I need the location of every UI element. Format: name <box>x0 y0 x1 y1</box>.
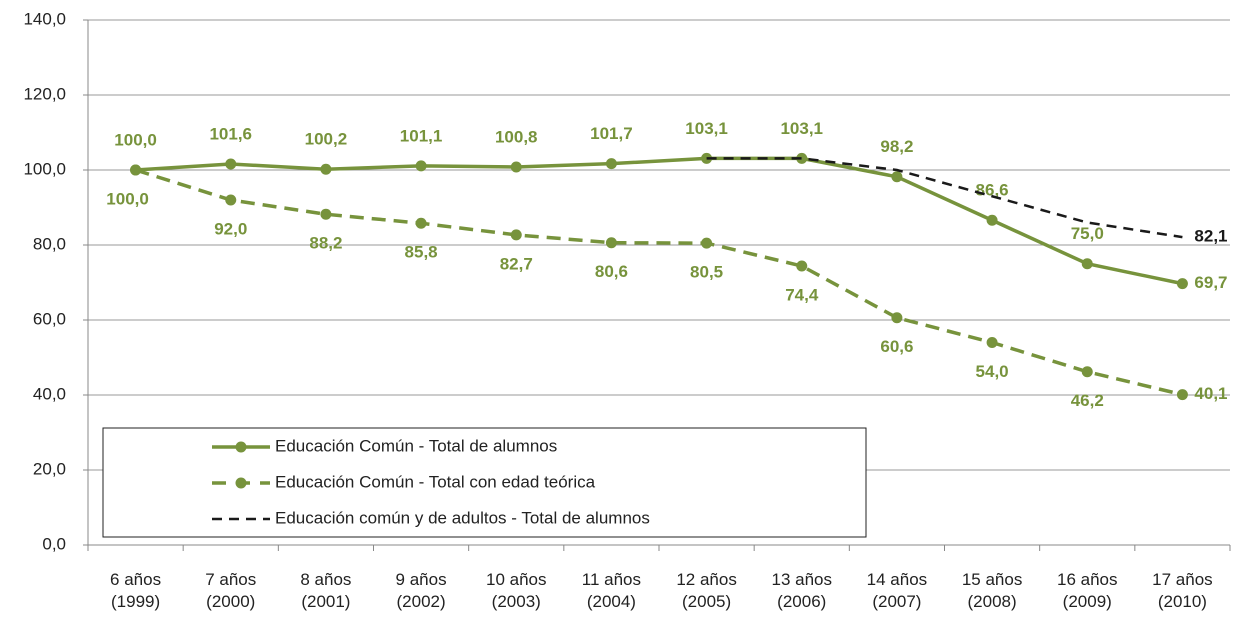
data-label: 100,0 <box>106 189 149 208</box>
x-tick-label: 8 años (2001) <box>300 570 352 611</box>
y-tick-label: 60,0 <box>33 309 66 328</box>
point <box>510 229 522 241</box>
point <box>986 337 998 348</box>
data-label: 75,0 <box>1071 224 1104 243</box>
point <box>605 237 617 249</box>
data-label: 103,1 <box>780 119 823 138</box>
series-line <box>135 156 1183 286</box>
point <box>1081 366 1093 378</box>
data-label: 85,8 <box>405 243 438 262</box>
legend-label: Educación común y de adultos - Total de … <box>275 508 650 527</box>
y-tick-label: 0,0 <box>42 534 66 553</box>
x-tick-label: 14 años (2007) <box>866 570 928 611</box>
x-tick-label: 6 años (1999) <box>110 570 162 611</box>
x-tick-label: 7 años (2000) <box>205 570 257 611</box>
data-label: 98,2 <box>880 137 913 156</box>
data-label: 101,6 <box>209 124 252 143</box>
data-label: 103,1 <box>685 119 728 138</box>
data-label: 40,1 <box>1194 384 1227 403</box>
y-tick-label: 20,0 <box>33 459 66 478</box>
data-label: 92,0 <box>214 219 247 238</box>
data-label: 69,7 <box>1194 273 1227 292</box>
legend-label: Educación Común - Total de alumnos <box>275 436 557 455</box>
y-tick-label: 40,0 <box>33 384 66 403</box>
point <box>320 163 332 175</box>
x-tick-label: 16 años (2009) <box>1057 570 1118 611</box>
series-line <box>706 157 1183 239</box>
data-label: 80,6 <box>595 262 628 281</box>
x-tick-label: 13 años (2006) <box>771 570 833 611</box>
y-tick-label: 140,0 <box>23 9 66 28</box>
y-tick-label: 100,0 <box>23 159 66 178</box>
x-tick-label: 15 años (2008) <box>961 570 1023 611</box>
legend-marker <box>235 441 247 453</box>
point <box>1081 258 1093 270</box>
y-tick-label: 80,0 <box>33 234 66 253</box>
point <box>701 237 713 249</box>
point <box>891 171 903 183</box>
x-tick-label: 17 años (2010) <box>1152 570 1213 611</box>
x-tick-label: 11 años (2004) <box>581 570 642 611</box>
data-label: 100,2 <box>305 130 348 149</box>
point <box>225 158 237 170</box>
point <box>796 152 808 164</box>
point <box>510 161 522 173</box>
point <box>320 208 332 220</box>
data-label: 74,4 <box>785 285 819 304</box>
point <box>1176 389 1188 401</box>
x-tick-label: 10 años (2003) <box>486 570 547 611</box>
data-label: 82,7 <box>500 254 533 273</box>
legend-label: Educación Común - Total con edad teórica <box>275 472 596 491</box>
point <box>796 260 808 272</box>
data-label: 54,0 <box>976 362 1009 381</box>
data-label: 101,1 <box>400 126 443 145</box>
data-label: 80,5 <box>690 263 723 282</box>
x-tick-label: 12 años (2005) <box>676 570 737 611</box>
data-label: 100,8 <box>495 127 538 146</box>
data-label: 88,2 <box>309 234 342 253</box>
point <box>130 164 142 176</box>
data-label: 82,1 <box>1194 227 1227 246</box>
data-label: 101,7 <box>590 124 633 143</box>
x-tick-label: 9 años (2002) <box>395 570 447 611</box>
point <box>891 312 903 324</box>
point <box>1176 278 1188 290</box>
point <box>415 160 427 172</box>
point <box>605 158 617 170</box>
point <box>415 217 427 229</box>
point <box>986 214 998 226</box>
data-label: 46,2 <box>1071 391 1104 410</box>
legend-marker <box>235 477 247 489</box>
point <box>225 194 237 206</box>
data-label: 60,6 <box>880 337 913 356</box>
data-label: 100,0 <box>114 130 157 149</box>
y-tick-label: 120,0 <box>23 84 66 103</box>
series-line <box>135 168 1183 397</box>
